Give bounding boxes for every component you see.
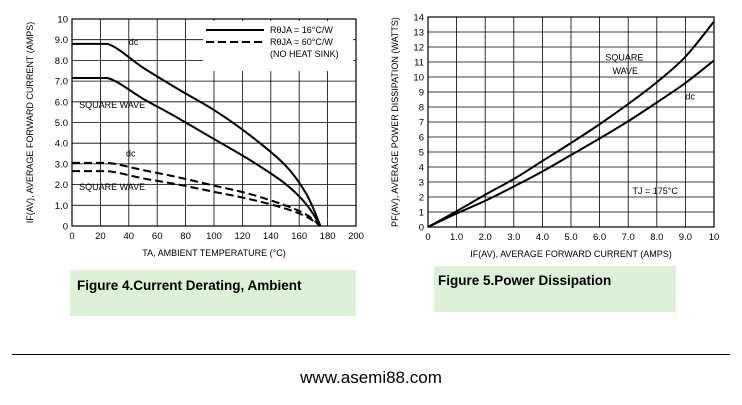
c2-annotation-3: TJ = 175°C xyxy=(632,186,678,196)
c1-y-tick-label: 5.0 xyxy=(55,118,68,129)
c2-y-tick-label: 6 xyxy=(419,133,424,144)
c1-annotation-3: SQUARE WAVE xyxy=(79,182,145,192)
c2-series-line-0 xyxy=(427,20,715,228)
c1-y-tick-label: 6.0 xyxy=(55,97,68,108)
figure5-caption: Figure 5.Power Dissipation xyxy=(438,273,612,288)
c1-x-tick-label: 100 xyxy=(206,231,222,242)
c2-x-tick-label: 8.0 xyxy=(650,232,663,243)
footer-url[interactable]: www.asemi88.com xyxy=(300,368,442,387)
c2-y-tick-label: 5 xyxy=(419,148,424,159)
chart1-series xyxy=(72,42,322,227)
figure4-caption: Figure 4.Current Derating, Ambient xyxy=(77,278,302,293)
chart2-x-ticks: 0 1.0 2.0 3.0 4.0 5.0 6.0 7.0 8.0 9.0 10 xyxy=(425,232,719,243)
c1-series-line-2 xyxy=(72,161,322,227)
chart1-x-ticks: 0 20 40 60 80 100 120 140 160 180 200 xyxy=(69,231,364,242)
c2-x-tick-label: 5.0 xyxy=(564,232,577,243)
chart1-legend: RθJA = 16°C/W RθJA = 60°C/W (NO HEAT SINK) xyxy=(203,21,353,71)
c1-y-tick-label: 2.0 xyxy=(55,180,68,191)
c1-annotation-1: SQUARE WAVE xyxy=(79,100,145,110)
power-dissipation-chart: 0 1.0 2.0 3.0 4.0 5.0 6.0 7.0 8.0 9.0 10 012345678… xyxy=(390,13,719,260)
page-divider xyxy=(12,354,730,355)
c2-y-tick-label: 12 xyxy=(413,43,424,54)
c2-y-tick-label: 1 xyxy=(419,208,424,219)
c1-y-tick-label: 0 xyxy=(63,222,68,233)
c2-y-tick-label: 2 xyxy=(419,193,424,204)
chart2-y-axis-label: PF(AV), AVERAGE POWER DISSIPATION (WATTS… xyxy=(390,17,400,227)
chart2-grid xyxy=(428,17,714,227)
c2-x-tick-label: 7.0 xyxy=(622,232,635,243)
current-derating-chart: 0 20 40 60 80 100 120 140 160 180 200 0 1.0 2.0 3.0 4.… xyxy=(25,15,364,259)
c2-y-tick-label: 7 xyxy=(419,118,424,129)
c2-y-tick-label: 10 xyxy=(413,73,424,84)
chart2-plot-frame xyxy=(427,16,715,228)
c1-x-tick-label: 0 xyxy=(69,231,74,242)
c2-x-tick-label: 3.0 xyxy=(507,232,520,243)
c2-y-tick-label: 4 xyxy=(419,163,424,174)
c2-y-tick-label: 14 xyxy=(413,13,424,24)
chart2-series xyxy=(427,20,715,228)
c2-x-tick-label: 2.0 xyxy=(479,232,492,243)
c1-x-tick-label: 200 xyxy=(348,231,364,242)
c2-x-tick-label: 10 xyxy=(709,232,720,243)
figure4-caption-box xyxy=(70,270,356,316)
c2-x-tick-label: 6.0 xyxy=(593,232,606,243)
c2-x-tick-label: 1.0 xyxy=(450,232,463,243)
c2-x-tick-label: 4.0 xyxy=(536,232,549,243)
c2-annotation-0: SQUARE xyxy=(605,53,643,63)
c2-x-tick-label: 9.0 xyxy=(679,232,692,243)
c1-series-line-3 xyxy=(72,170,322,227)
c1-x-tick-label: 60 xyxy=(152,231,163,242)
c1-y-tick-label: 4.0 xyxy=(55,139,68,150)
c1-x-tick-label: 160 xyxy=(291,231,307,242)
chart1-legend-label-0: RθJA = 16°C/W xyxy=(270,25,333,35)
chart1-y-ticks: 0 1.0 2.0 3.0 4.0 5.0 6.0 7.0 8.0 9.0 10 xyxy=(55,15,68,233)
c1-x-tick-label: 40 xyxy=(124,231,135,242)
c2-y-tick-label: 3 xyxy=(419,178,424,189)
c1-x-tick-label: 180 xyxy=(320,231,336,242)
c1-series-line-1 xyxy=(72,76,322,227)
c2-annotation-2: dc xyxy=(685,92,695,102)
c1-y-tick-label: 7.0 xyxy=(55,77,68,88)
chart1-legend-label-2: (NO HEAT SINK) xyxy=(270,49,339,59)
c1-x-tick-label: 20 xyxy=(95,231,106,242)
chart1-x-axis-label: TA, AMBIENT TEMPERATURE (°C) xyxy=(142,248,285,258)
c2-series-line-1 xyxy=(427,59,715,228)
c1-y-tick-label: 8.0 xyxy=(55,56,68,67)
c2-y-tick-label: 8 xyxy=(419,103,424,114)
c2-y-tick-label: 13 xyxy=(413,28,424,39)
c1-series-line-0 xyxy=(72,42,322,227)
chart1-y-axis-label: IF(AV), AVERAGE FORWARD CURRENT (AMPS) xyxy=(25,22,35,224)
chart2-annotations: SQUARE WAVE dc TJ = 175°C xyxy=(605,53,695,197)
c1-annotation-0: dc xyxy=(129,37,139,47)
c1-x-tick-label: 80 xyxy=(180,231,191,242)
c1-y-tick-label: 9.0 xyxy=(55,35,68,46)
c2-annotation-1: WAVE xyxy=(612,66,638,76)
chart1-annotations: dc SQUARE WAVE dc SQUARE WAVE xyxy=(79,37,145,192)
chart1-plot-frame xyxy=(71,18,357,227)
chart2-x-axis-label: IF(AV), AVERAGE FORWARD CURRENT (AMPS) xyxy=(470,249,672,259)
c1-y-tick-label: 1.0 xyxy=(55,201,68,212)
c2-x-tick-label: 0 xyxy=(425,232,430,243)
c2-y-tick-label: 9 xyxy=(419,88,424,99)
chart1-legend-label-1: RθJA = 60°C/W xyxy=(270,37,333,47)
c1-x-tick-label: 140 xyxy=(263,231,279,242)
figure5-caption-box xyxy=(434,266,676,312)
c1-y-tick-label: 3.0 xyxy=(55,159,68,170)
c2-y-tick-label: 0 xyxy=(419,223,424,234)
c1-x-tick-label: 120 xyxy=(234,231,250,242)
c1-annotation-2: dc xyxy=(126,149,136,159)
c1-y-tick-label: 10 xyxy=(57,15,68,26)
c2-y-tick-label: 11 xyxy=(414,58,424,69)
